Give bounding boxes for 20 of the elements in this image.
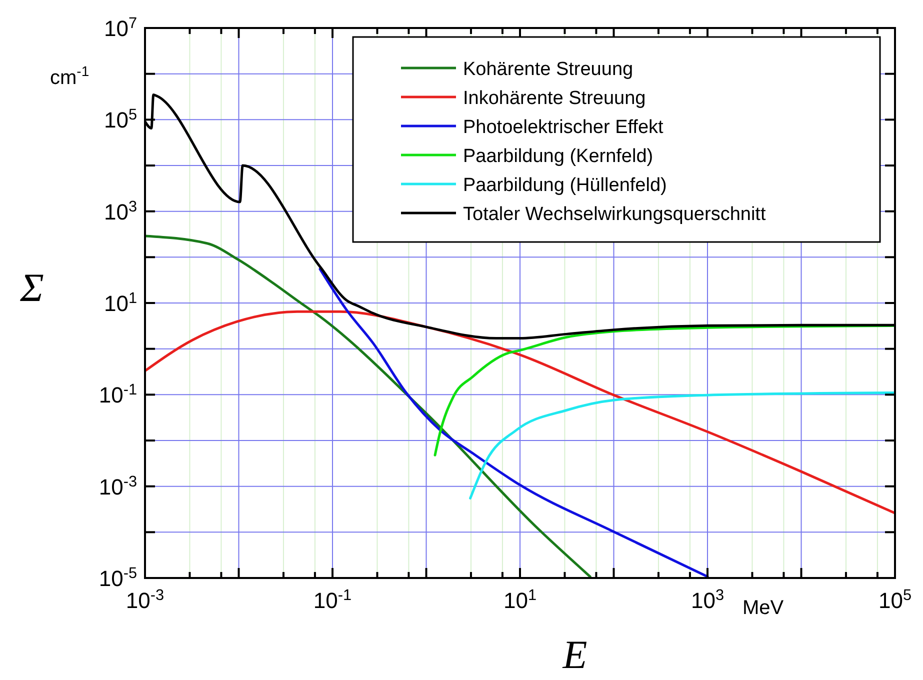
y-tick-label: 10$^{-3}$ — [98, 472, 137, 500]
legend-label: Paarbildung (Kernfeld) — [463, 146, 654, 167]
x-tick-label: 10$^{-1}$ — [313, 586, 352, 613]
text: MeV — [742, 597, 784, 619]
y-axis-title: Σ — [19, 265, 44, 310]
x-axis-title: E — [562, 632, 588, 677]
x-tick-label: 10$^{1}$ — [503, 586, 537, 613]
legend-label: Totaler Wechselwirkungsquerschnitt — [463, 204, 766, 225]
y-tick-label: 10$^{5}$ — [104, 106, 137, 133]
y-tick-label: 10$^{3}$ — [104, 198, 137, 224]
text: cm$^{-1}$ — [50, 63, 90, 89]
legend-label: Kohärente Streuung — [463, 59, 634, 80]
x-tick-label: 10$^{5}$ — [878, 586, 912, 613]
legend-label: Inkohärente Streuung — [463, 88, 646, 109]
legend-label: Paarbildung (Hüllenfeld) — [463, 175, 667, 196]
y-tick-label: 10$^{-1}$ — [98, 381, 137, 408]
legend-label: Photoelektrischer Effekt — [463, 117, 664, 138]
y-tick-label: 10$^{7}$ — [104, 14, 137, 41]
y-tick-label: 10$^{1}$ — [104, 290, 137, 316]
x-tick-label: 10$^{3}$ — [690, 586, 724, 613]
